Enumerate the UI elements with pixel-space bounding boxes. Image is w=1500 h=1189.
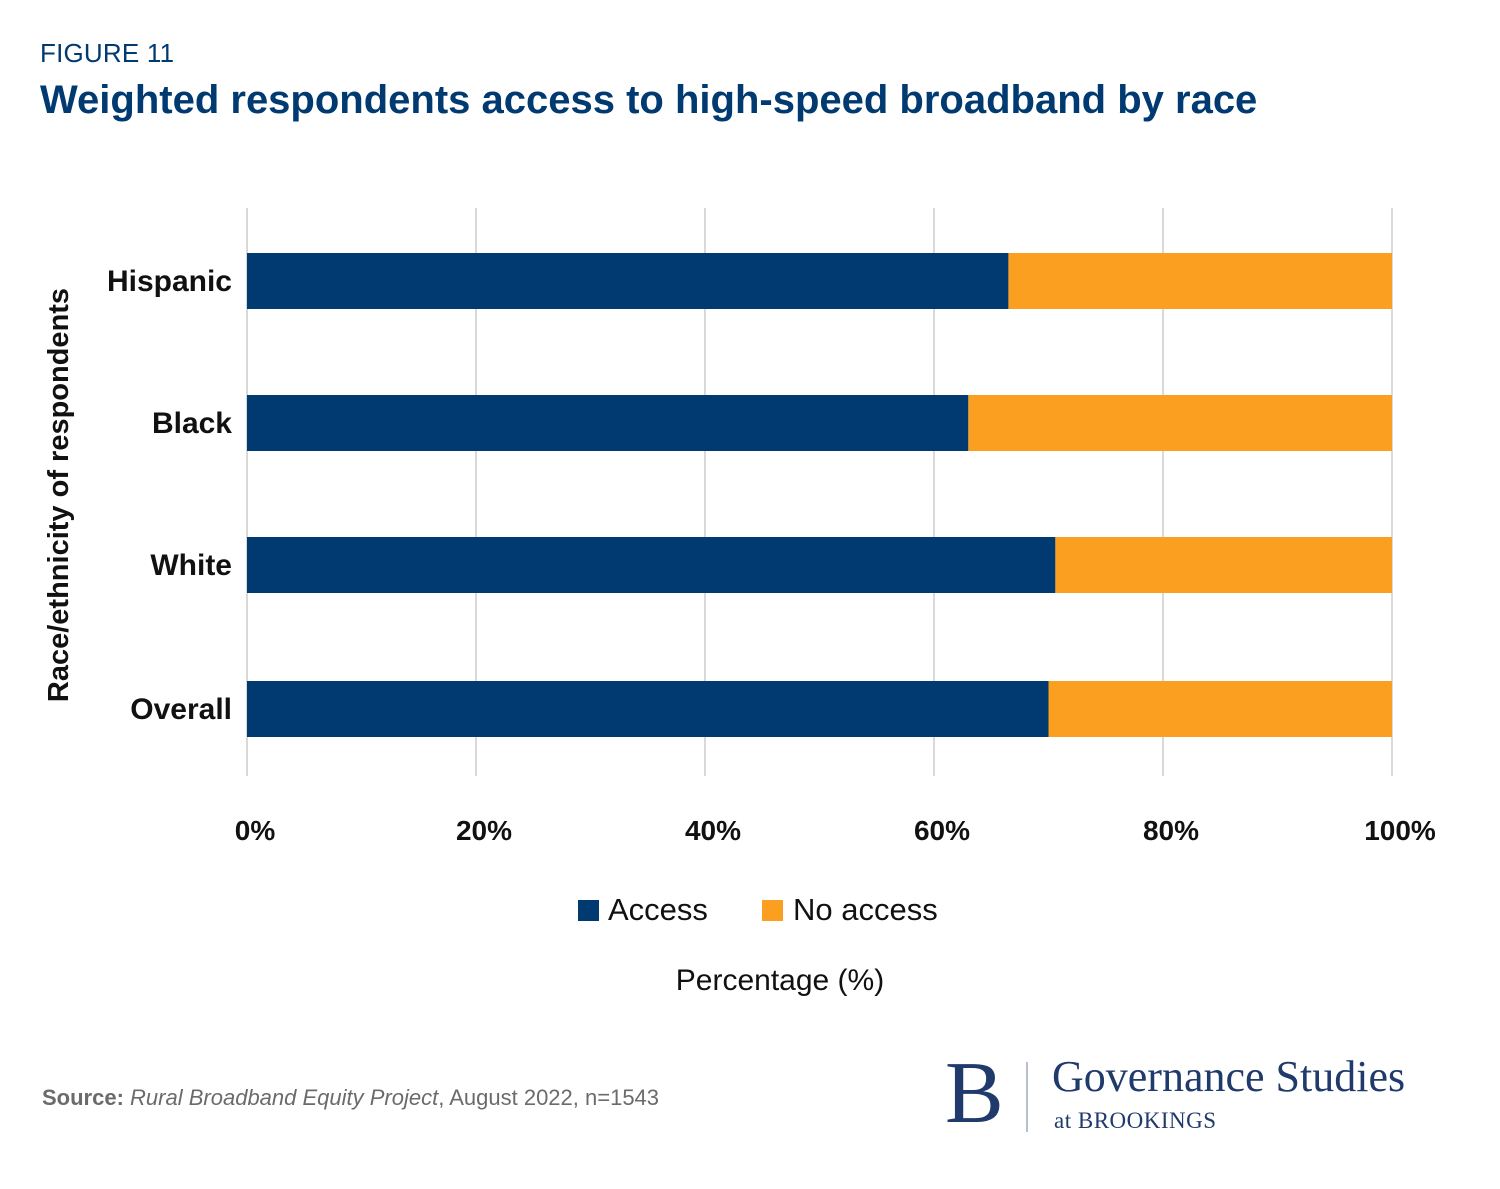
x-tick-label: 60% — [914, 815, 970, 846]
bar-black-access — [247, 395, 969, 451]
x-tick-label: 100% — [1364, 815, 1436, 846]
x-tick-label: 40% — [685, 815, 741, 846]
x-tick-label: 20% — [456, 815, 512, 846]
bar-hispanic-access — [247, 253, 1009, 309]
x-tick-label: 80% — [1143, 815, 1199, 846]
chart-title: Weighted respondents access to high-spee… — [40, 78, 1258, 122]
logo-divider — [1026, 1062, 1028, 1132]
x-axis-label: Percentage (%) — [676, 964, 884, 997]
source-note: Source: Rural Broadband Equity Project, … — [42, 1085, 659, 1111]
category-label: Overall — [130, 693, 232, 726]
logo-mark: B — [945, 1045, 1004, 1142]
bars — [247, 253, 1392, 737]
logo-subtitle: at BROOKINGS — [1054, 1108, 1217, 1133]
source-detail: , August 2022, n=1543 — [438, 1085, 660, 1110]
legend-swatch-no-access — [762, 900, 783, 921]
category-label: Hispanic — [107, 265, 232, 298]
legend-label-access: Access — [608, 892, 708, 927]
bar-black-no-access — [968, 395, 1392, 451]
bar-white-no-access — [1055, 537, 1392, 593]
bar-hispanic-no-access — [1008, 253, 1392, 309]
x-tick-label: 0% — [235, 815, 276, 846]
source-publication: Rural Broadband Equity Project — [130, 1085, 439, 1110]
legend-label-no-access: No access — [793, 892, 938, 927]
category-labels: Hispanic Black White Overall — [107, 265, 232, 726]
category-label: Black — [152, 407, 232, 440]
figure-label: FIGURE 11 — [40, 38, 175, 68]
bar-white-access — [247, 537, 1056, 593]
x-tick-labels: 0% 20% 40% 60% 80% 100% — [235, 815, 1436, 846]
category-label: White — [150, 549, 232, 582]
legend: Access No access — [578, 892, 938, 927]
bar-overall-access — [247, 681, 1049, 737]
logo-name: Governance Studies — [1052, 1052, 1406, 1101]
chart: Hispanic Black White Overall 0% 20% 40% 60% 80%… — [43, 208, 1436, 997]
y-axis-label: Race/ethnicity of respondents — [43, 288, 75, 702]
bar-overall-no-access — [1048, 681, 1392, 737]
source-prefix: Source: — [42, 1085, 124, 1110]
legend-swatch-access — [578, 900, 599, 921]
